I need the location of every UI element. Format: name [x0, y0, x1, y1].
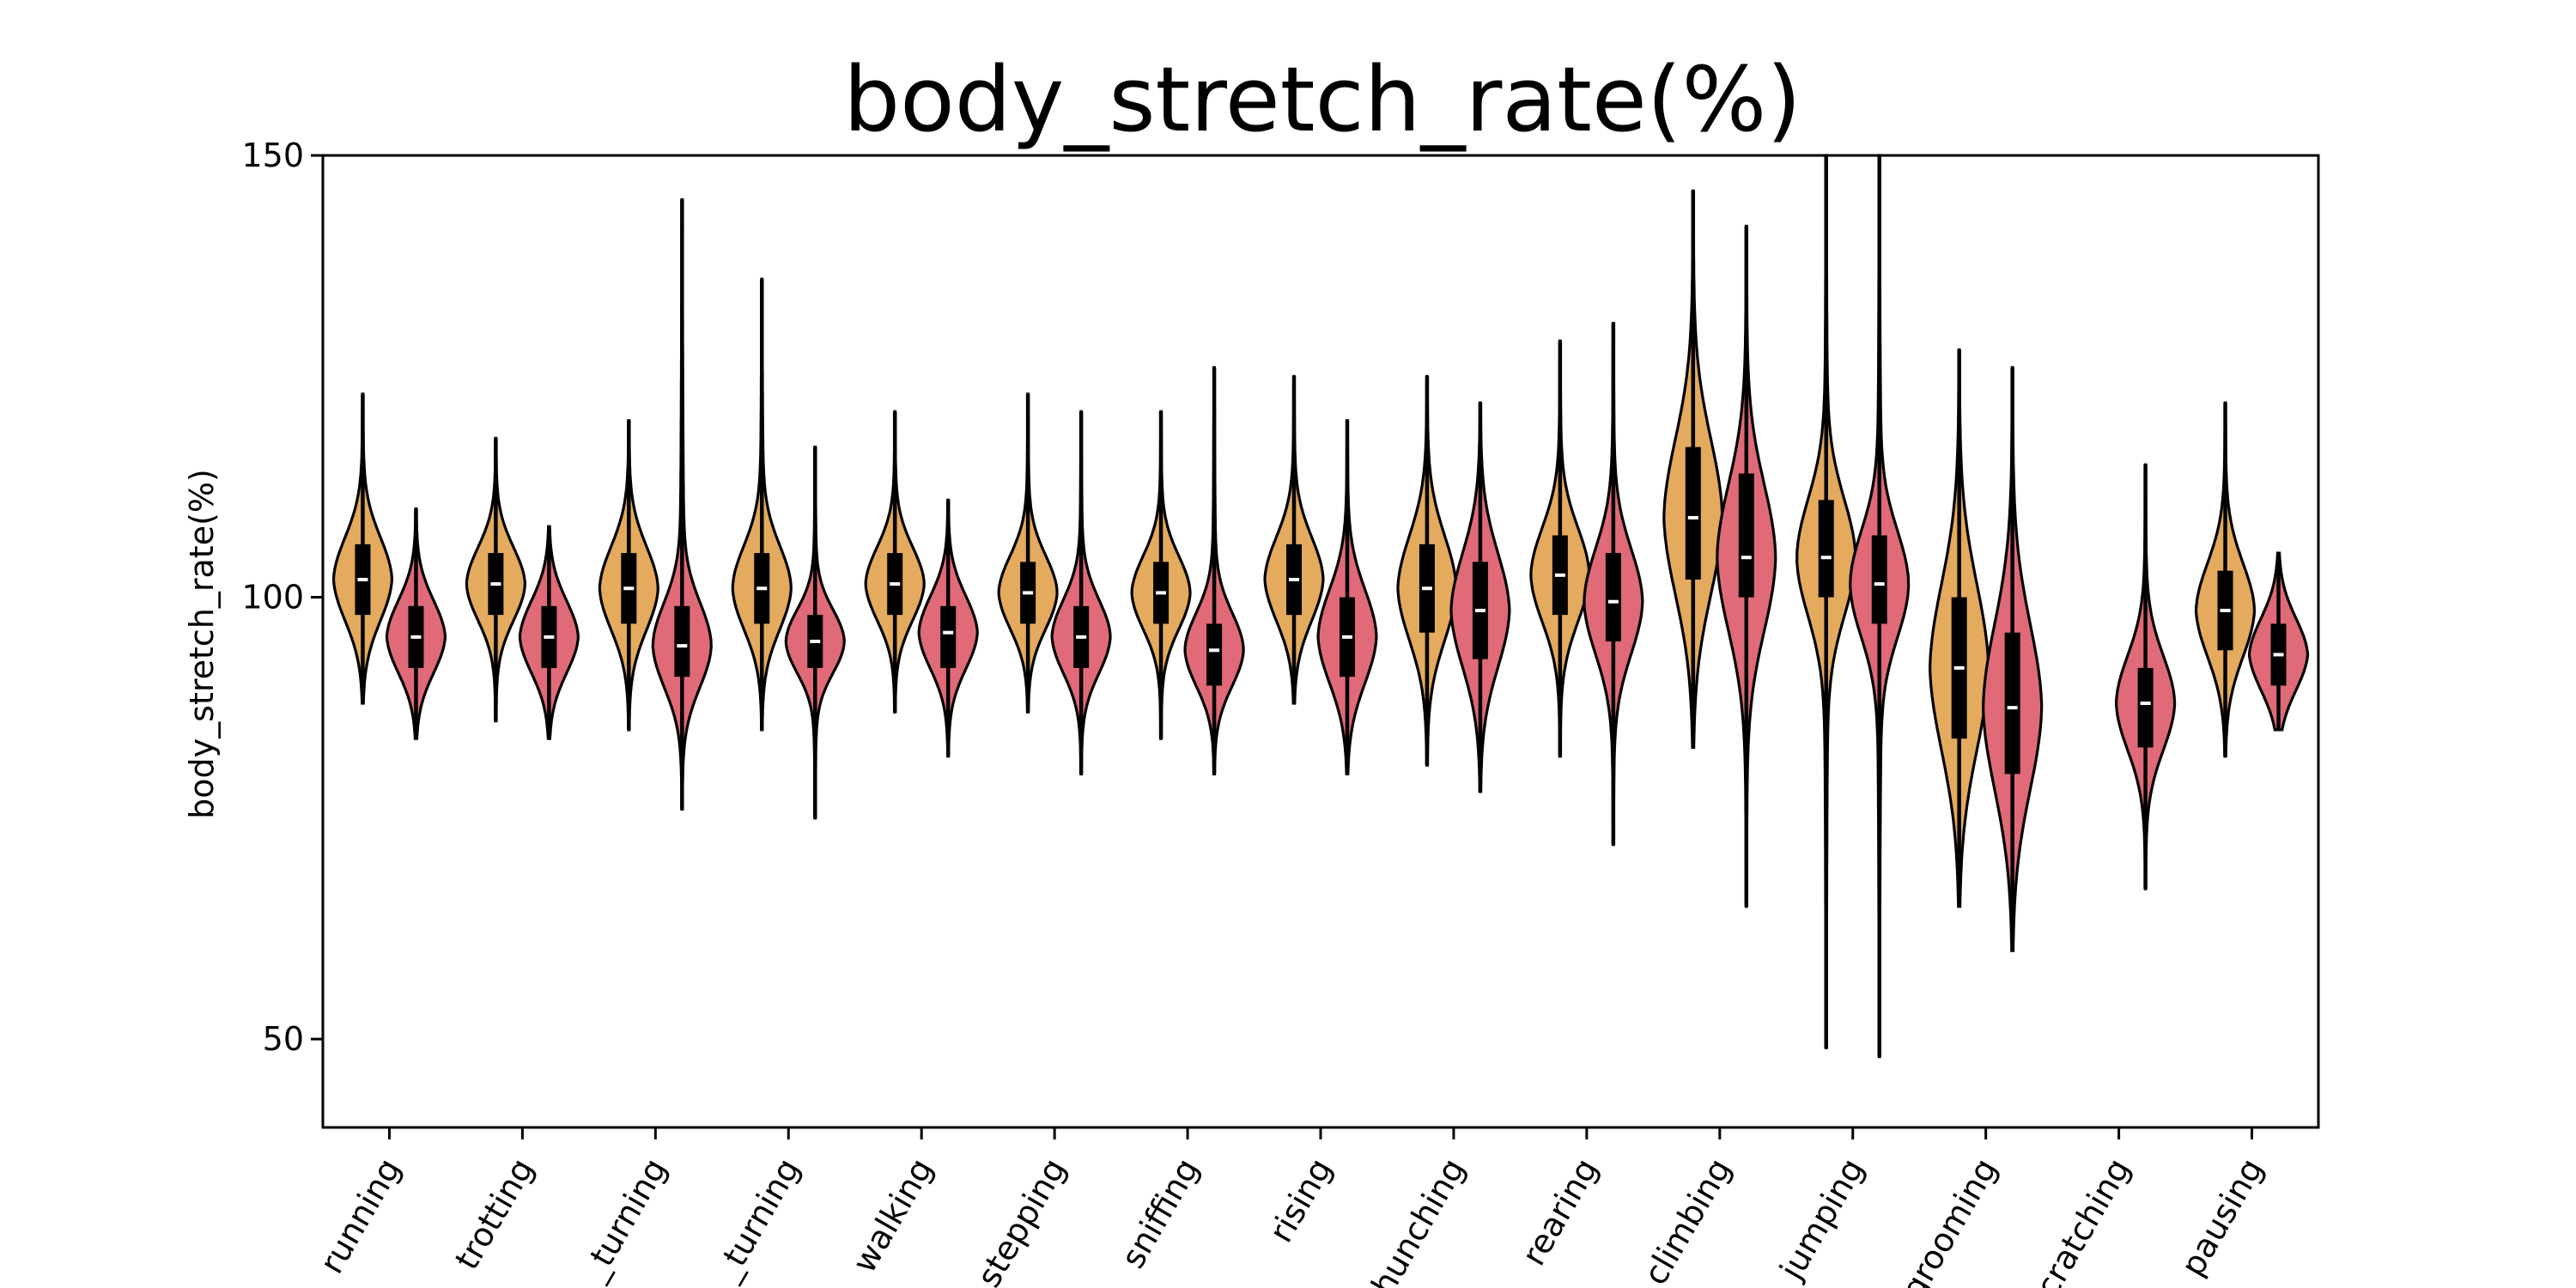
chart-title: body_stretch_rate(%)	[843, 47, 1801, 152]
y-tick-label: 100	[241, 579, 304, 617]
violin-red-11	[1849, 154, 1911, 1059]
violin-red-12	[1982, 366, 2044, 952]
violin-red-14	[2247, 551, 2310, 732]
x-tick-label: hunching	[1364, 1152, 1473, 1288]
violin-red-3	[784, 446, 846, 820]
violin-orange-9	[1529, 339, 1591, 758]
violin-orange-11	[1795, 154, 1857, 1049]
violin-red-0	[385, 507, 447, 740]
violin-orange-7	[1263, 374, 1325, 705]
iqr-box	[1738, 473, 1754, 598]
y-tick-label: 150	[241, 137, 304, 174]
violin-orange-0	[331, 392, 394, 705]
x-tick-label: grooming	[1894, 1152, 2005, 1288]
iqr-box	[2137, 667, 2154, 748]
violin-red-10	[1716, 224, 1777, 908]
violin-red-5	[1050, 410, 1112, 775]
violin-red-9	[1583, 321, 1644, 847]
iqr-box	[1685, 447, 1701, 580]
x-tick-label: jumping	[1772, 1152, 1872, 1287]
violin-orange-3	[731, 277, 793, 732]
x-tick-label: trotting	[447, 1152, 541, 1277]
violin-orange-2	[598, 419, 659, 732]
y-axis-label: body_stretch_rate(%)	[183, 469, 221, 819]
violin-orange-1	[465, 436, 527, 723]
iqr-box	[1605, 553, 1621, 641]
violin-orange-4	[864, 410, 926, 714]
violin-red-2	[651, 197, 713, 811]
iqr-box	[1871, 535, 1887, 624]
iqr-box	[674, 605, 690, 677]
violin-orange-6	[1130, 410, 1192, 740]
x-tick-label: climbing	[1637, 1152, 1739, 1288]
x-tick-label: _turning	[708, 1152, 808, 1288]
violin-orange-5	[997, 392, 1059, 714]
violin-red-13	[2114, 463, 2177, 890]
x-tick-label: pausing	[2173, 1152, 2270, 1283]
violin-orange-8	[1396, 374, 1458, 767]
x-tick-label: walking	[845, 1152, 940, 1279]
iqr-box	[1818, 500, 1834, 598]
iqr-box	[2004, 632, 2020, 775]
x-tick-label: stepping	[969, 1152, 1073, 1288]
y-tick-label: 50	[263, 1020, 304, 1058]
violin-red-8	[1449, 401, 1511, 793]
x-tick-label: running	[313, 1152, 408, 1280]
x-tick-label: _turning	[574, 1152, 675, 1288]
violin-red-7	[1316, 419, 1378, 775]
violin-orange-10	[1662, 189, 1724, 750]
violin-red-4	[917, 498, 979, 758]
x-tick-label: rearing	[1515, 1152, 1606, 1273]
x-tick-label: sniffing	[1114, 1152, 1206, 1275]
iqr-box	[940, 605, 957, 668]
x-tick-label: rising	[1261, 1152, 1339, 1249]
violin-red-1	[518, 525, 580, 740]
violin-orange-12	[1929, 348, 1990, 908]
violin-red-6	[1183, 366, 1245, 775]
violin-orange-14	[2194, 401, 2257, 758]
x-tick-label: scratching	[2020, 1152, 2137, 1288]
violins-layer	[331, 154, 2310, 1059]
iqr-box	[1206, 623, 1223, 686]
